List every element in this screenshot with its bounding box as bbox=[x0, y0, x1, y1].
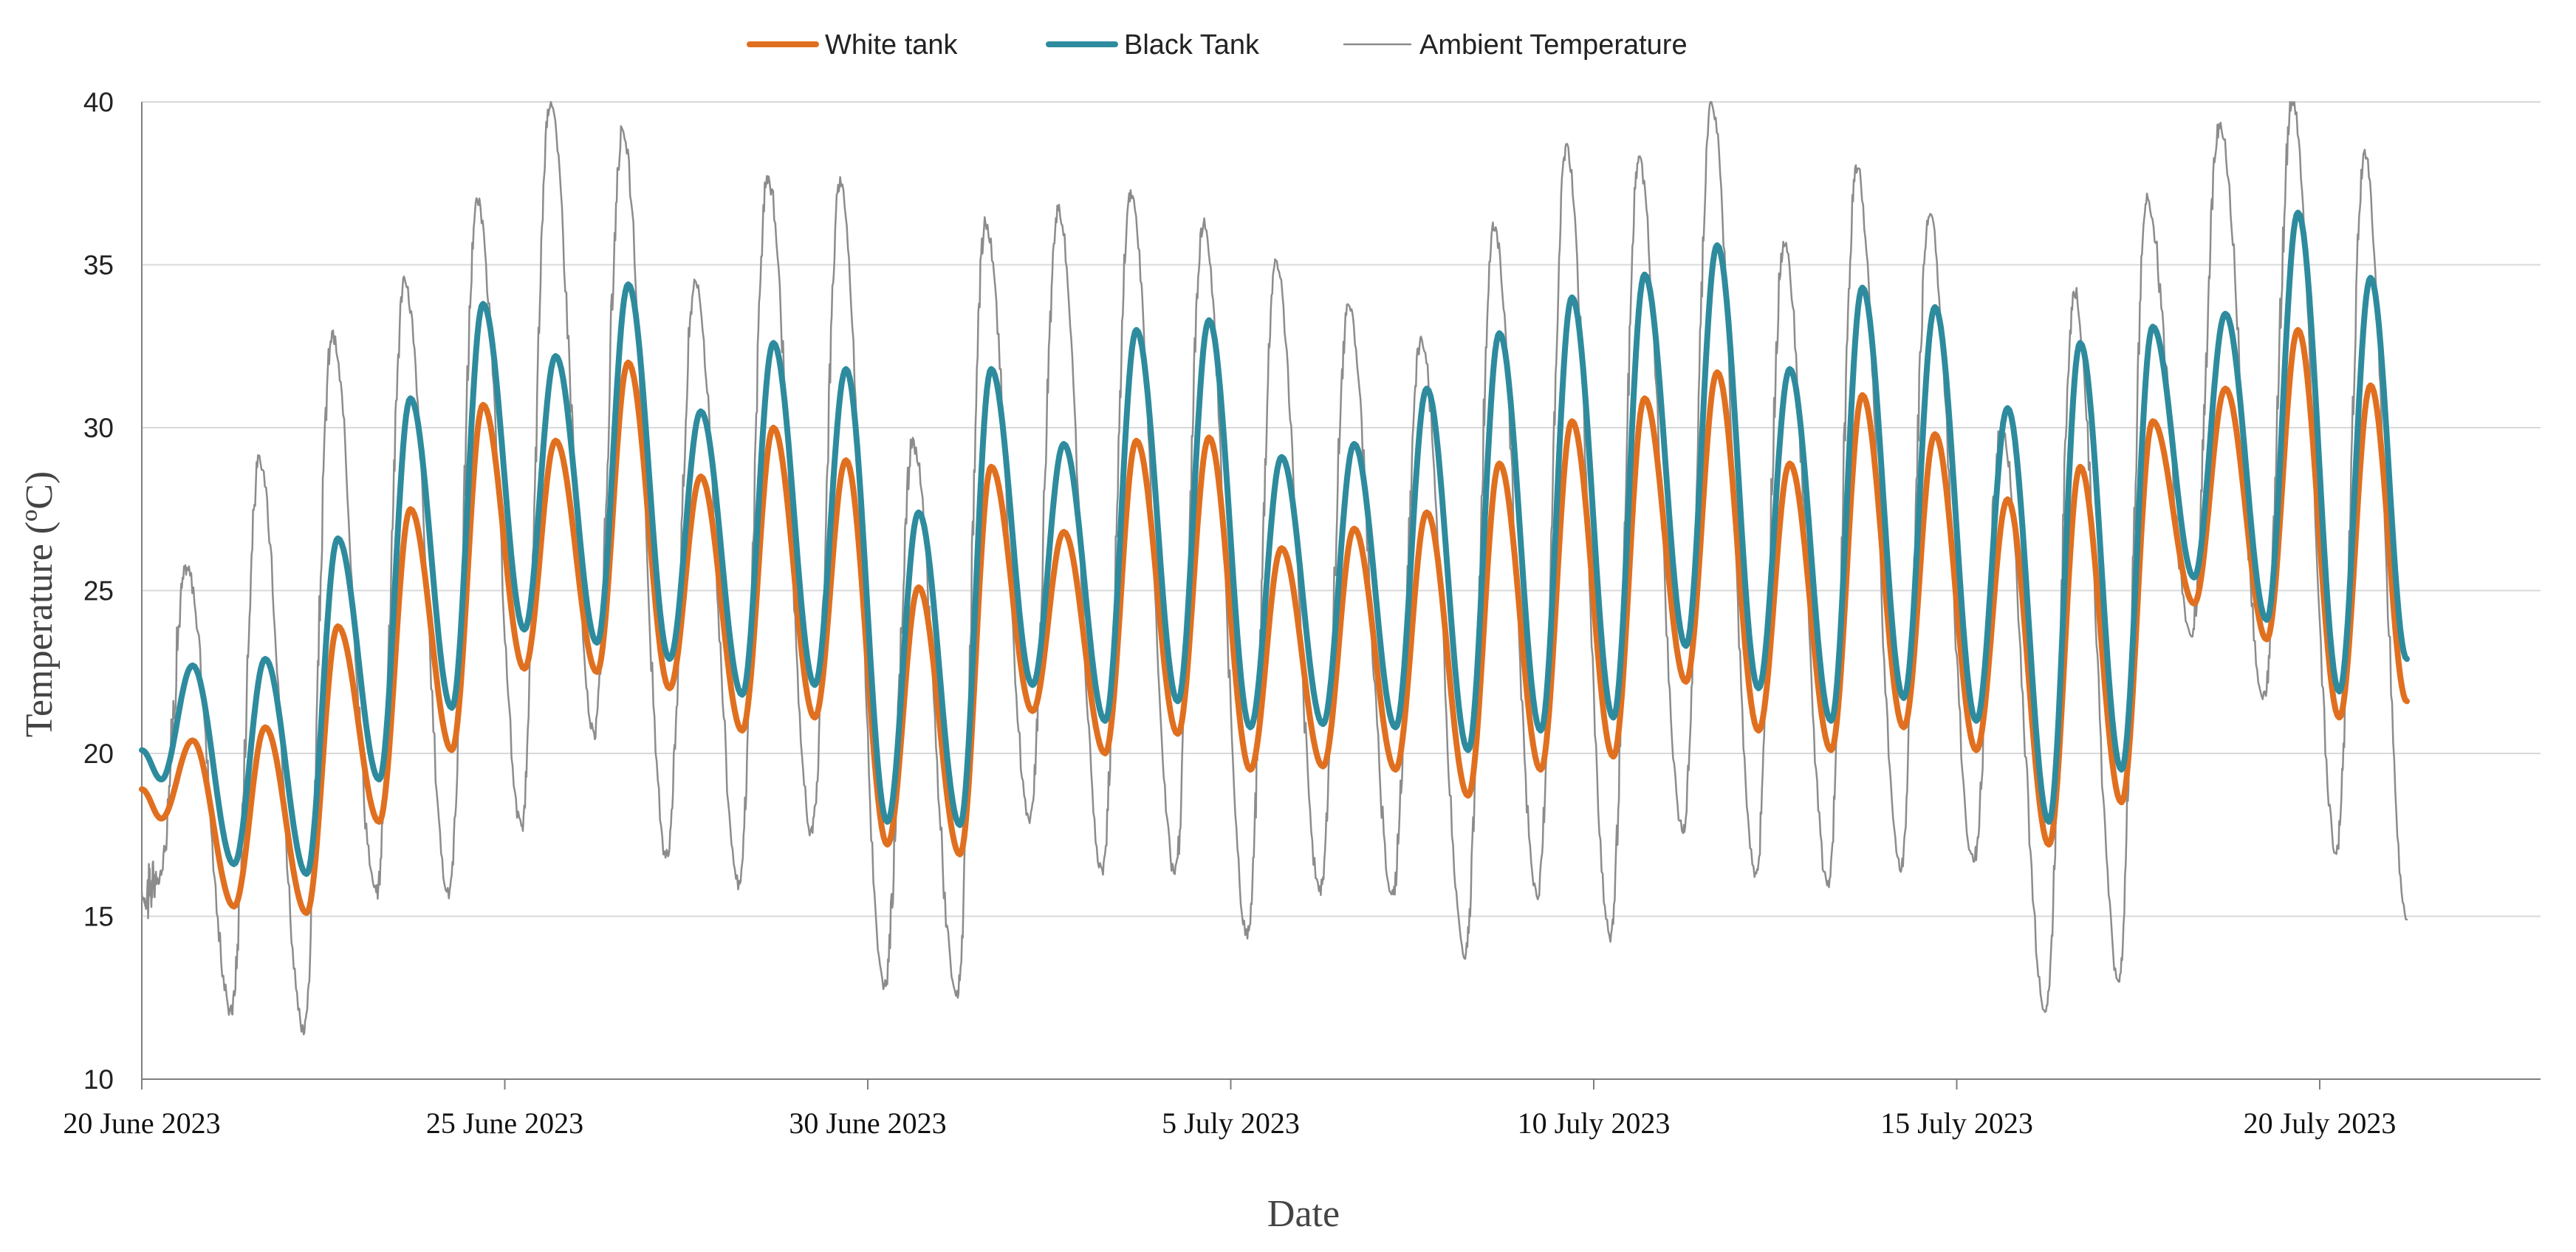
axes bbox=[141, 102, 2541, 1089]
series-line-white-tank bbox=[139, 326, 2410, 917]
x-tick-label-4: 10 July 2023 bbox=[1518, 1106, 1671, 1140]
y-tick-label-25: 25 bbox=[83, 576, 114, 606]
tick-labels: 10 15 20 25 30 35 40 20 June 2023 25 June 2023 30… bbox=[63, 87, 2396, 1140]
legend-label-white-tank: White tank bbox=[825, 30, 959, 61]
y-tick-label-40: 40 bbox=[83, 87, 114, 117]
x-tick-label-2: 30 June 2023 bbox=[789, 1106, 946, 1140]
y-tick-label-35: 35 bbox=[83, 250, 114, 281]
y-tick-label-10: 10 bbox=[83, 1064, 114, 1095]
x-tick-label-1: 25 June 2023 bbox=[426, 1106, 583, 1140]
x-tick-label-5: 15 July 2023 bbox=[1880, 1106, 2033, 1140]
series-lines bbox=[139, 100, 2410, 1036]
x-tick-label-0: 20 June 2023 bbox=[63, 1106, 220, 1140]
y-tick-label-15: 15 bbox=[83, 902, 114, 932]
legend-label-ambient-temperature: Ambient Temperature bbox=[1419, 30, 1688, 61]
y-tick-label-30: 30 bbox=[83, 413, 114, 443]
x-axis-title: Date bbox=[1267, 1193, 1340, 1235]
series-line-black-tank bbox=[139, 209, 2410, 878]
x-tick-label-3: 5 July 2023 bbox=[1162, 1106, 1300, 1140]
y-axis-title: Temperature (ºC) bbox=[18, 471, 61, 737]
legend: White tank Black Tank Ambient Temperature bbox=[747, 30, 1688, 61]
x-tick-label-6: 20 July 2023 bbox=[2244, 1106, 2397, 1140]
y-tick-label-20: 20 bbox=[83, 739, 114, 769]
legend-label-black-tank: Black Tank bbox=[1124, 30, 1260, 61]
